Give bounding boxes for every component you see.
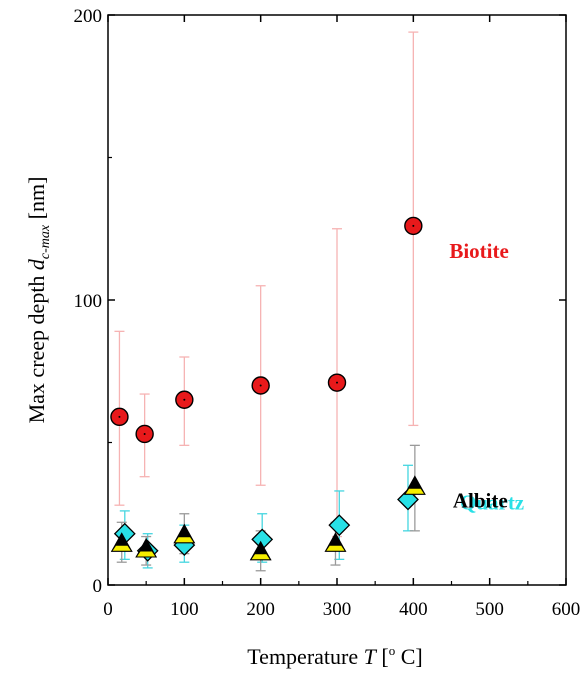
data-point-center-biotite xyxy=(143,432,146,435)
x-tick-label: 600 xyxy=(552,599,581,620)
y-axis-title: Max creep depth dc-max [nm] xyxy=(24,177,53,424)
ticks-layer: 0 100 200 300 400 500 600 0 100 200 xyxy=(74,6,581,620)
data-point-quartz xyxy=(328,514,351,537)
series-label-biotite: Biotite xyxy=(449,239,508,263)
y-tick-label: 200 xyxy=(74,6,103,27)
y-tick-label: 0 xyxy=(93,576,103,597)
x-tick-label: 200 xyxy=(246,599,275,620)
data-point-base-albite xyxy=(403,487,426,495)
data-point-center-biotite xyxy=(118,415,121,418)
markers-layer xyxy=(110,216,426,562)
series-label-quartz: Quartz xyxy=(460,491,524,515)
data-point-base-albite xyxy=(324,544,347,552)
data-point-base-albite xyxy=(110,544,133,552)
data-point-base-albite xyxy=(173,536,196,544)
x-axis-title: Temperature T [o C] xyxy=(247,643,422,669)
x-tick-label: 500 xyxy=(475,599,504,620)
x-tick-label: 100 xyxy=(170,599,199,620)
error-bars-layer xyxy=(114,31,420,572)
data-point-base-albite xyxy=(135,550,158,558)
data-point-center-biotite xyxy=(336,381,338,384)
data-point-base-albite xyxy=(249,553,272,561)
data-point-center-biotite xyxy=(259,384,262,387)
x-tick-label: 0 xyxy=(103,599,113,620)
y-tick-label: 100 xyxy=(74,291,103,312)
data-point-center-biotite xyxy=(183,398,186,401)
x-tick-label: 400 xyxy=(399,599,428,620)
x-tick-label: 300 xyxy=(323,599,352,620)
data-point-center-biotite xyxy=(412,224,415,227)
series-label-albite: Albite xyxy=(453,488,508,512)
